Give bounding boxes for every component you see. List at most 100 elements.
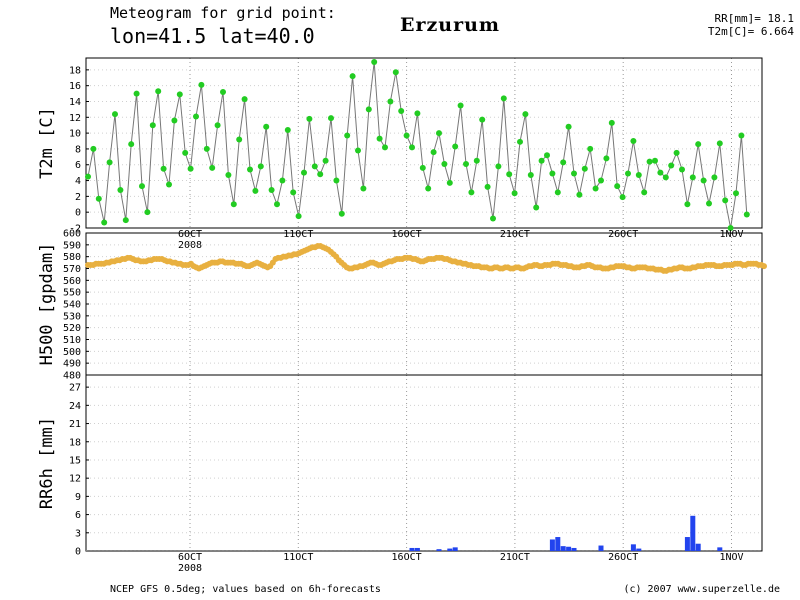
geopotential-point: [761, 263, 767, 270]
temperature-point: [452, 143, 459, 150]
chart-subtitle: Meteogram for grid point:: [110, 4, 336, 22]
temperature-point: [187, 165, 194, 172]
temperature-series-line: [87, 61, 748, 229]
y-tick-label: 15: [69, 455, 81, 466]
temperature-point: [587, 145, 594, 152]
x-tick-label: 21OCT: [500, 229, 530, 240]
y-tick-label: 14: [69, 97, 81, 108]
x-tick-label: 26OCT: [608, 552, 638, 563]
temperature-point: [112, 111, 118, 118]
temperature-point: [641, 189, 648, 196]
y-tick-label: 590: [63, 240, 81, 251]
temperature-point: [95, 195, 102, 202]
precip-bar: [695, 543, 701, 551]
temperature-point: [743, 211, 750, 218]
y-tick-label: 18: [69, 437, 81, 448]
temperature-point: [473, 157, 480, 164]
temperature-point: [598, 177, 604, 184]
temperature-point: [209, 164, 216, 171]
temperature-point: [657, 169, 664, 176]
temperature-point: [376, 135, 383, 142]
temperature-point: [630, 138, 637, 145]
temperature-point: [457, 102, 464, 109]
temperature-point: [284, 126, 291, 133]
temperature-point: [203, 145, 210, 152]
x-tick-label: 21OCT: [500, 552, 530, 563]
temperature-point: [160, 165, 167, 172]
x-tick-label: 1NOV: [719, 229, 743, 240]
y-tick-label: 570: [63, 264, 81, 275]
temperature-point: [90, 145, 97, 152]
temperature-point: [122, 217, 129, 224]
temperature-point: [328, 115, 334, 122]
temperature-point: [608, 119, 615, 126]
temperature-point: [668, 162, 675, 169]
y-tick-label: 3: [75, 528, 81, 539]
precip-bar: [447, 548, 453, 551]
temperature-point: [679, 166, 685, 173]
x-tick-label: 11OCT: [283, 552, 313, 563]
y-tick-label: 21: [69, 419, 81, 430]
temperature-point: [695, 141, 702, 148]
temperature-point: [436, 130, 442, 137]
temperature-point: [689, 174, 696, 181]
temperature-point: [398, 107, 405, 114]
temperature-point: [463, 160, 469, 167]
temperature-point: [263, 123, 270, 130]
y-tick-label: 580: [63, 252, 81, 263]
temperature-point: [317, 171, 324, 178]
temperature-point: [252, 187, 259, 194]
temperature-point: [419, 164, 426, 171]
chart-title: Erzurum: [400, 14, 501, 36]
temperature-point: [430, 149, 437, 156]
temperature-point: [193, 113, 199, 120]
panel-frame: [85, 374, 763, 552]
precip-bar: [598, 545, 604, 551]
y-tick-label: 27: [69, 383, 81, 394]
temperature-point: [527, 172, 534, 179]
temperature-point: [425, 185, 432, 192]
temperature-point: [360, 185, 367, 192]
y-tick-label: 550: [63, 288, 81, 299]
temperature-point: [554, 189, 561, 196]
temperature-point: [479, 116, 486, 123]
temperature-point: [549, 170, 556, 177]
temperature-point: [344, 132, 351, 139]
temperature-point: [371, 58, 378, 65]
temperature-point: [306, 115, 313, 122]
y-axis-title: H500 [gpdam]: [37, 243, 57, 366]
temperature-point: [85, 173, 91, 180]
x-year-label: 2008: [178, 563, 202, 574]
y-tick-label: 0: [75, 208, 81, 219]
temperature-point: [117, 187, 124, 194]
y-tick-label: 530: [63, 311, 81, 322]
temperature-point: [128, 141, 135, 148]
temperature-point: [468, 189, 475, 196]
precip-bar: [717, 547, 723, 551]
data-source-note: NCEP GFS 0.5deg; values based on 6h-fore…: [110, 584, 381, 595]
temperature-point: [662, 174, 669, 181]
y-tick-label: 6: [75, 510, 81, 521]
temperature-point: [311, 163, 318, 170]
y-tick-label: 500: [63, 347, 81, 358]
precip-bar: [555, 537, 561, 551]
temperature-point: [652, 157, 658, 164]
temperature-point: [392, 69, 399, 76]
temperature-point: [700, 177, 707, 184]
temperature-point: [214, 122, 221, 129]
temperature-point: [387, 98, 394, 105]
y-tick-label: 560: [63, 276, 81, 287]
temperature-point: [295, 213, 302, 220]
temperature-point: [414, 110, 421, 117]
temperature-point: [706, 200, 712, 207]
temperature-point: [538, 157, 545, 164]
precip-bar: [549, 539, 555, 551]
temperature-point: [490, 215, 496, 222]
temperature-point: [716, 140, 723, 147]
y-tick-label: 0: [75, 547, 81, 558]
temperature-point: [230, 201, 237, 208]
temperature-point: [403, 132, 410, 139]
temperature-point: [171, 117, 178, 124]
copyright-note: (c) 2007 www.superzelle.de: [623, 584, 780, 595]
temperature-point: [733, 190, 739, 197]
